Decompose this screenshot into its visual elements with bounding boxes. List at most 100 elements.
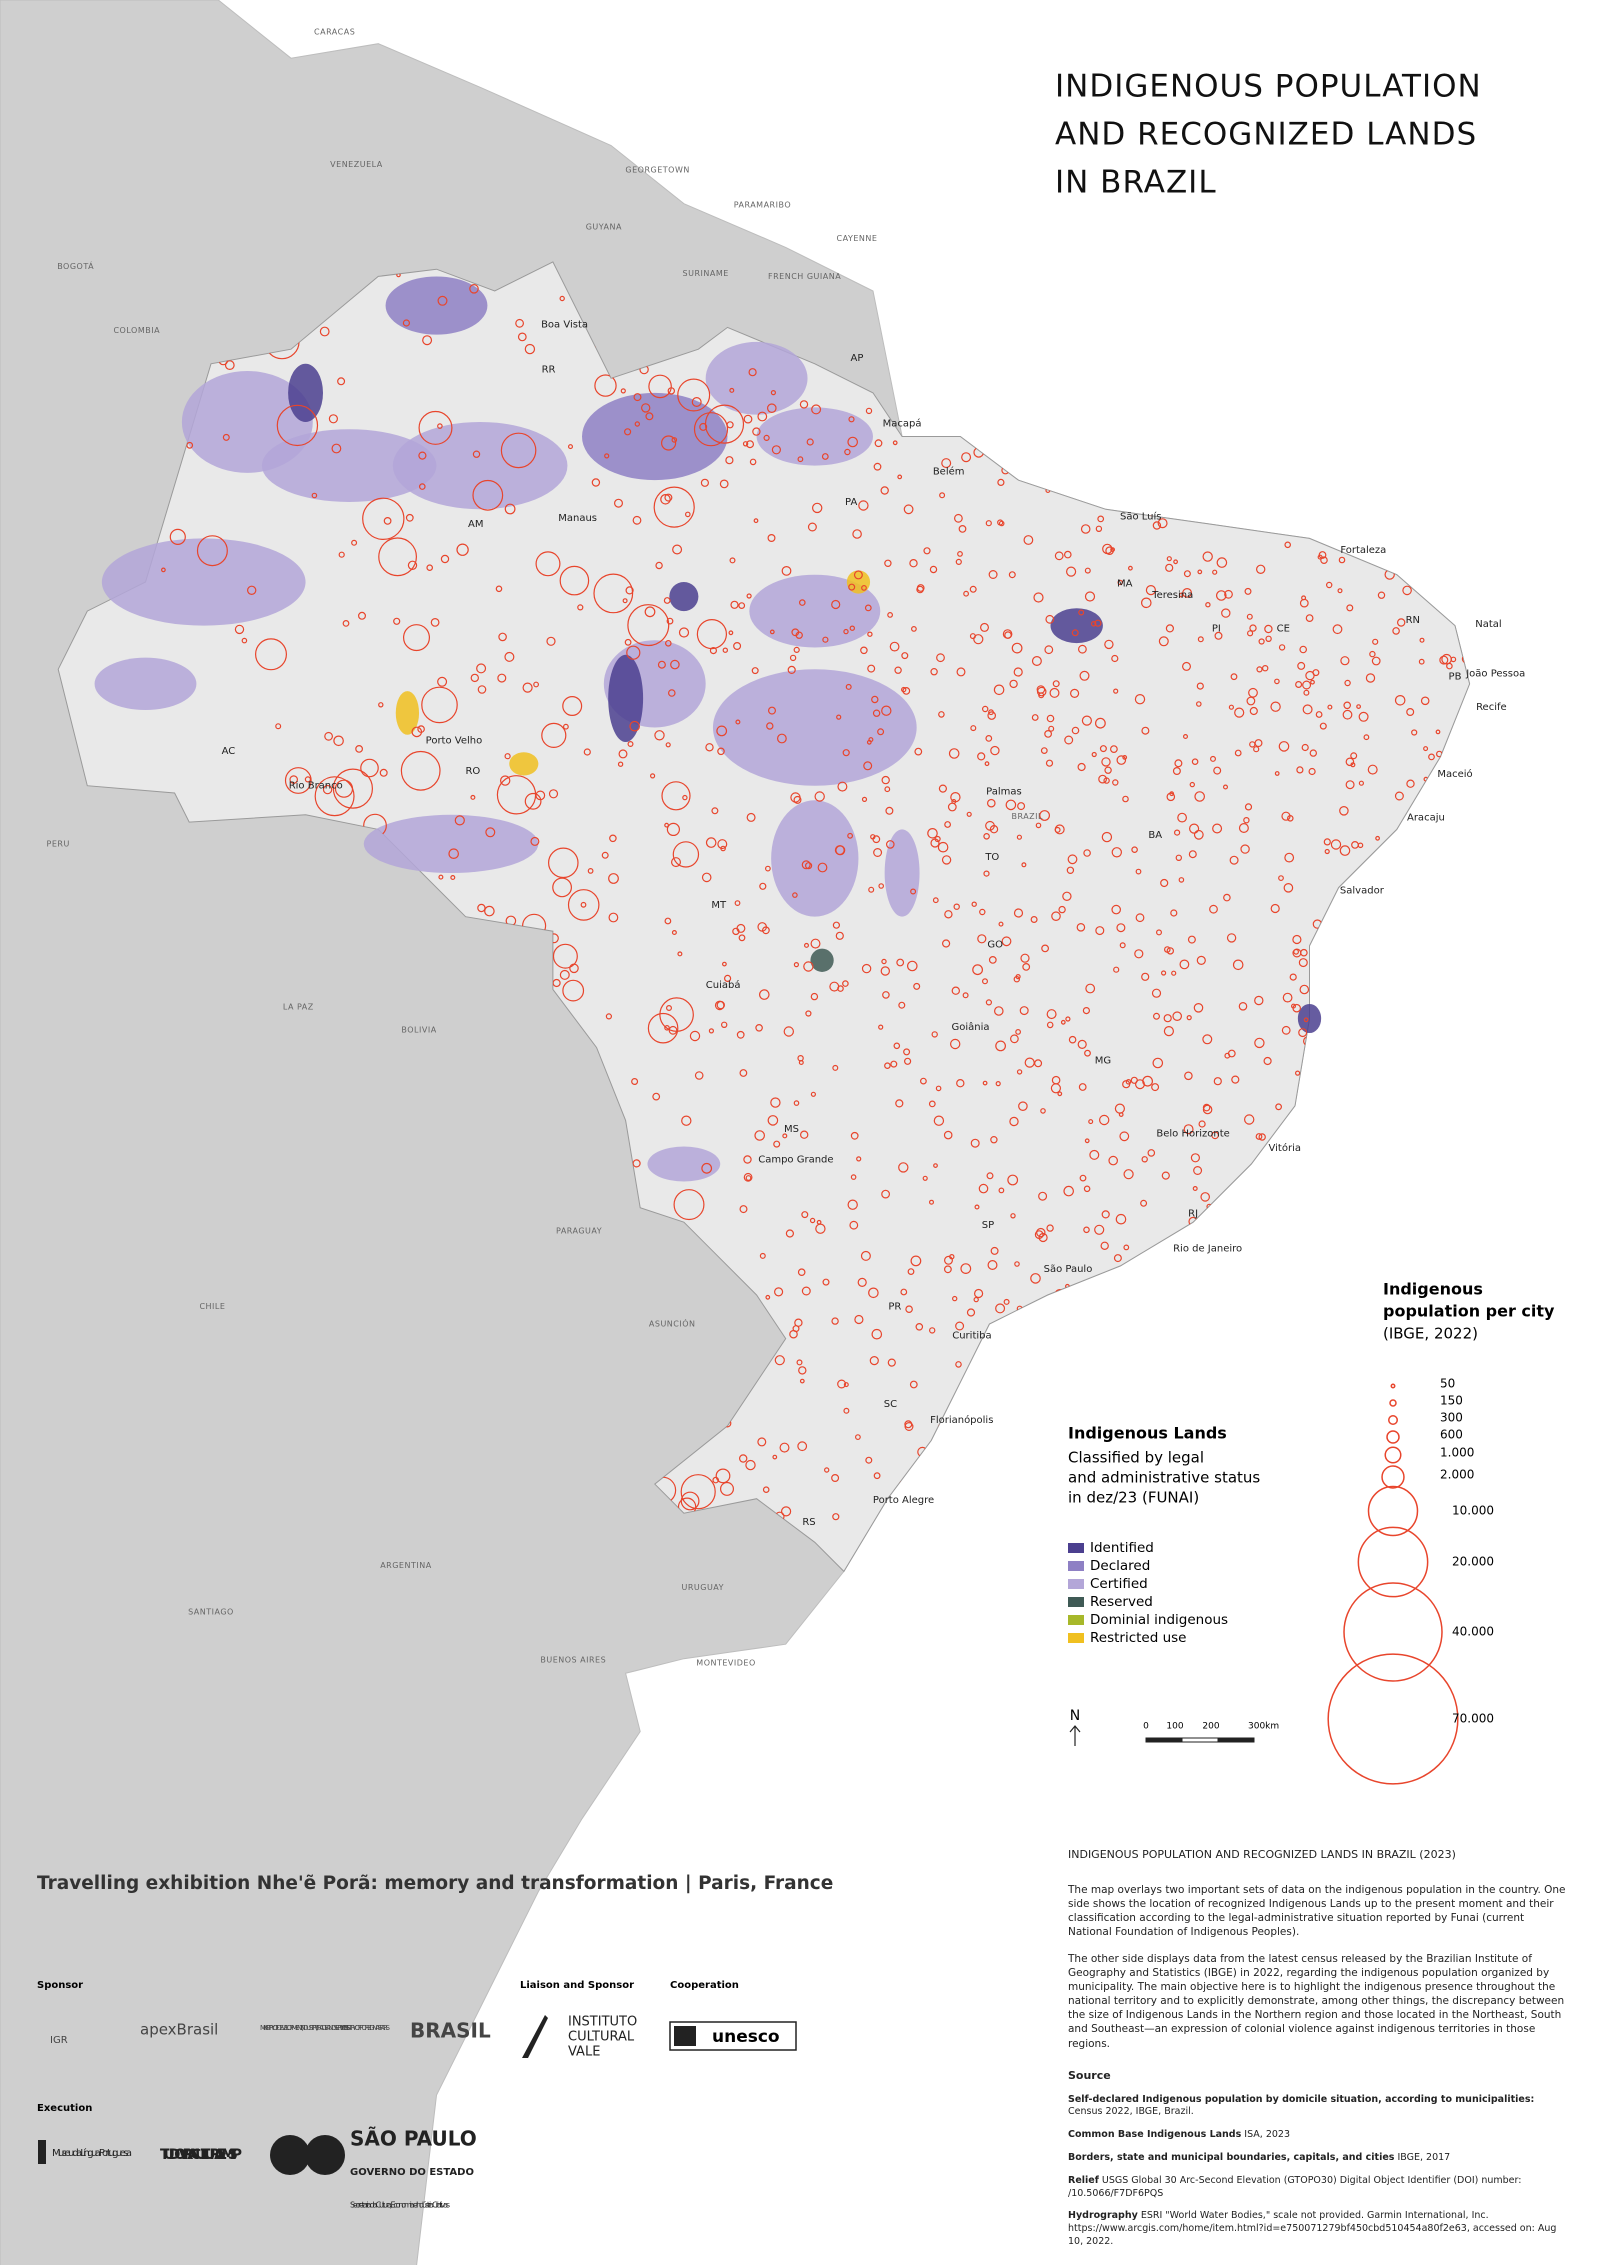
city-dot (1163, 308, 1170, 314)
city-dot (877, 728, 885, 736)
city-dot (1441, 540, 1452, 551)
city-dot (454, 815, 465, 826)
city-dot (1421, 1023, 1431, 1033)
city-dot (1224, 1052, 1231, 1059)
land-patch (395, 691, 420, 735)
city-dot (709, 646, 718, 655)
city-dot (418, 410, 453, 445)
city-dot (986, 1172, 994, 1180)
city-dot (831, 1317, 839, 1325)
city-dot (1014, 357, 1026, 369)
city-dot (379, 768, 388, 777)
exhibition-title: Travelling exhibition Nhe'ẽ Porã: memory… (37, 1873, 833, 1894)
city-dot (1357, 1359, 1365, 1366)
city-dot (437, 423, 443, 429)
size-circle (1388, 1415, 1398, 1425)
north-arrowhead (1069, 1725, 1081, 1733)
city-dot (700, 478, 710, 487)
city-dot (1324, 422, 1336, 433)
city-dot (871, 695, 879, 704)
city-dot (704, 404, 745, 444)
city-dot (337, 377, 346, 386)
city-dot (1163, 261, 1172, 266)
city-dot (837, 985, 844, 992)
city-dot (1193, 1165, 1203, 1175)
city-dot (1453, 295, 1461, 303)
city-dot (1309, 749, 1318, 757)
city-dot (1279, 395, 1287, 403)
city-dot (1234, 749, 1242, 757)
map-label: LA PAZ (283, 1002, 314, 1011)
city-dot (1327, 704, 1333, 710)
land-patch (101, 538, 306, 626)
city-dot (1046, 714, 1055, 723)
city-dot (1355, 1397, 1363, 1405)
sponsor-logo: MINISTRY OF FOREIGN AFFAIRS (340, 2024, 391, 2032)
city-dot (689, 1030, 701, 1042)
city-dot (716, 1000, 726, 1010)
map-label: Rio Branco (289, 781, 343, 792)
map-label: BUENOS AIRES (540, 1656, 606, 1665)
city-dot (938, 322, 948, 332)
city-dot (587, 868, 594, 874)
city-dot (1131, 846, 1138, 854)
city-dot (1321, 1423, 1332, 1433)
city-dot (798, 1366, 807, 1375)
city-dot (904, 1421, 914, 1431)
city-dot (1182, 588, 1192, 598)
city-dot (736, 923, 746, 933)
city-dot (922, 1175, 928, 1181)
city-dot (246, 585, 257, 596)
land-patch (363, 814, 539, 874)
city-dot (1358, 780, 1365, 786)
map-label: GUYANA (586, 222, 622, 231)
city-dot (1023, 1445, 1029, 1451)
city-dot (1306, 1284, 1312, 1290)
city-dot (1274, 678, 1280, 685)
city-dot (1087, 1505, 1094, 1513)
city-dot (1003, 1350, 1010, 1358)
city-dot (1311, 1351, 1320, 1361)
city-dot (1332, 624, 1343, 635)
city-dot (1227, 261, 1236, 269)
city-dot (1248, 687, 1258, 698)
city-dot (1060, 1019, 1066, 1025)
sp-mark (270, 2135, 310, 2175)
city-dot (1017, 1426, 1026, 1434)
city-dot (1322, 1223, 1333, 1234)
city-dot (1156, 456, 1165, 464)
city-dot (1423, 848, 1433, 857)
city-dot (861, 963, 872, 974)
city-dot (1357, 842, 1364, 849)
city-dot (1254, 739, 1263, 748)
city-dot (1005, 799, 1017, 811)
map-label: CHILE (199, 1302, 225, 1311)
city-dot (1084, 567, 1091, 574)
map-label: ASUNCIÓN (649, 1318, 696, 1329)
city-dot (618, 749, 628, 759)
city-dot (1415, 1562, 1423, 1570)
city-dot (1335, 454, 1343, 462)
city-dot (1428, 574, 1438, 584)
city-dot (1381, 463, 1391, 473)
city-dot (909, 1380, 918, 1389)
city-dot (1010, 1213, 1016, 1219)
city-dot (1348, 1358, 1359, 1369)
city-dot (1302, 704, 1313, 715)
size-circle (1389, 1399, 1397, 1407)
map-label: BOGOTÁ (57, 260, 94, 271)
indigenous-lands (94, 276, 1322, 1182)
city-dot (1405, 1537, 1412, 1543)
city-dot (1448, 530, 1458, 541)
city-dot (956, 1078, 965, 1088)
city-dot (1422, 873, 1433, 884)
city-dot (515, 318, 524, 328)
city-dot (990, 1246, 999, 1255)
city-dot (893, 1042, 901, 1050)
city-dot (417, 725, 425, 733)
city-dot (1403, 504, 1411, 512)
city-dot (1435, 1497, 1444, 1505)
city-dot (1104, 639, 1114, 650)
city-dot (1440, 371, 1451, 381)
land-patch (810, 948, 834, 972)
